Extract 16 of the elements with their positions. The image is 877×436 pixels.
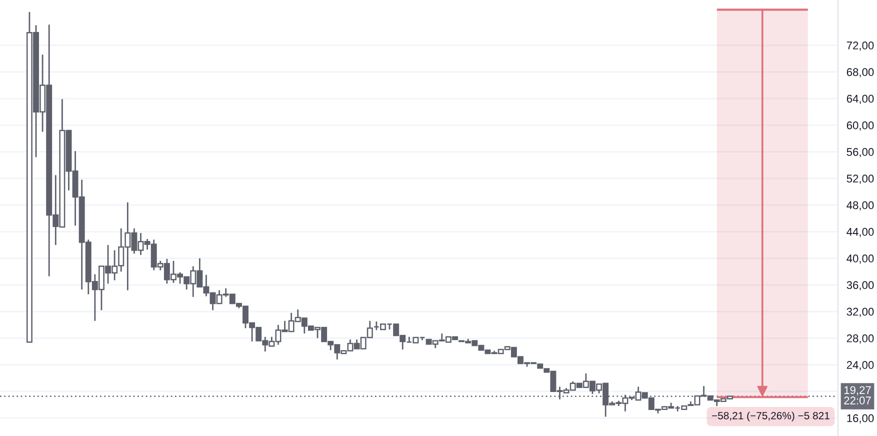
y-tick-label: 48,00 bbox=[846, 201, 874, 210]
ref-line-label: 19,27 22:07 bbox=[844, 386, 871, 404]
y-tick-label: 72,00 bbox=[846, 42, 874, 51]
y-tick-label: 32,00 bbox=[846, 308, 874, 317]
y-tick-label: 64,00 bbox=[846, 94, 874, 104]
y-tick-label: 56,00 bbox=[846, 148, 874, 158]
y-tick-label: 68,00 bbox=[846, 68, 874, 78]
y-tick-label: 52,00 bbox=[846, 174, 874, 184]
band-label: −58,21 (−75,26%) −5 821 bbox=[712, 412, 830, 422]
y-tick-label: 36,00 bbox=[846, 281, 874, 290]
y-tick-label: 16,00 bbox=[847, 414, 874, 424]
y-tick-label: 40,00 bbox=[846, 254, 874, 264]
y-tick-label: 44,00 bbox=[846, 228, 874, 238]
y-tick-label: 28,00 bbox=[846, 334, 874, 344]
y-tick-label: 24,00 bbox=[846, 361, 874, 370]
y-tick-label: 60,00 bbox=[846, 121, 874, 131]
